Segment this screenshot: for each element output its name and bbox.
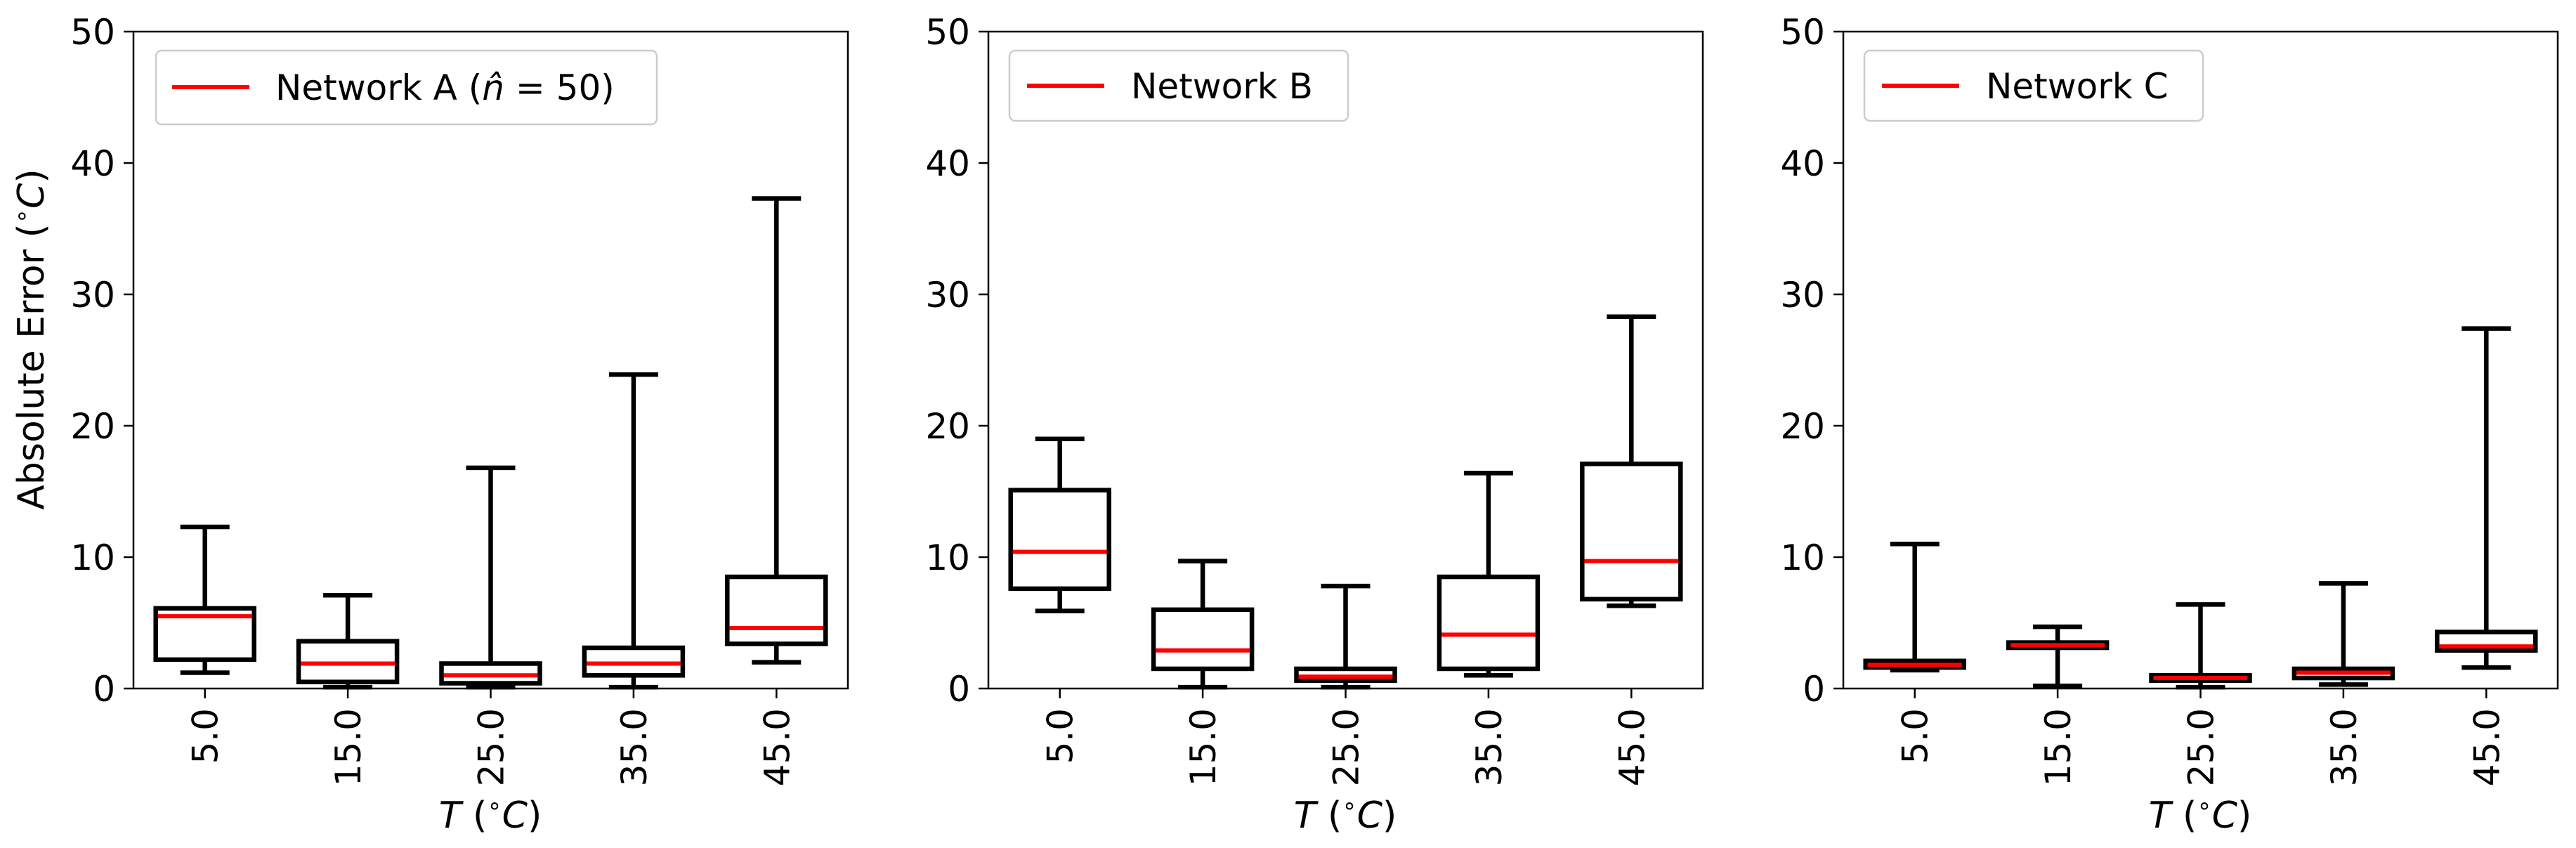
panel-network-c: 0 10 20 30 40 50 5.0 15.0 25.0 35.0 45.0 T (∘C) N… bbox=[1780, 12, 2559, 837]
y-tick-label: 40 bbox=[70, 143, 115, 184]
box-15.0 bbox=[1151, 559, 1255, 690]
x-tick-label: 45.0 bbox=[2466, 708, 2507, 786]
y-tick-label: 20 bbox=[70, 406, 115, 447]
x-tick-label: 35.0 bbox=[614, 708, 655, 786]
box-25.0 bbox=[1294, 583, 1397, 690]
x-tick-label: 25.0 bbox=[1326, 708, 1367, 786]
iqr-box bbox=[582, 645, 686, 678]
y-tick-label: 30 bbox=[1780, 275, 1825, 315]
iqr-box bbox=[1863, 658, 1966, 670]
iqr-box bbox=[1437, 574, 1541, 672]
iqr-box bbox=[2149, 673, 2252, 684]
legend: Network B bbox=[1008, 49, 1349, 122]
box-15.0 bbox=[2006, 624, 2110, 689]
box-25.0 bbox=[439, 465, 542, 690]
box-15.0 bbox=[296, 592, 400, 690]
box-5.0 bbox=[1863, 542, 1966, 673]
iqr-box bbox=[1008, 488, 1111, 592]
iqr-box bbox=[1580, 461, 1683, 602]
y-tick-label: 20 bbox=[925, 406, 970, 447]
legend-frame bbox=[1863, 49, 2204, 122]
panel-network-a: 0 10 20 30 40 50 5.0 15.0 25.0 35.0 45.0 T (∘C) N… bbox=[70, 12, 849, 837]
iqr-box bbox=[1151, 607, 1255, 672]
legend-frame bbox=[155, 49, 658, 126]
x-tick-label: 25.0 bbox=[2181, 708, 2222, 786]
legend-label: Network B bbox=[1131, 66, 1313, 107]
y-tick-label: 50 bbox=[1780, 12, 1825, 53]
iqr-box bbox=[2006, 640, 2110, 651]
x-tick-label: 45.0 bbox=[1611, 708, 1652, 786]
iqr-box bbox=[439, 661, 542, 686]
x-axis-label: T (∘C) bbox=[1294, 792, 1397, 837]
box-35.0 bbox=[582, 372, 686, 690]
y-tick-label: 10 bbox=[925, 537, 970, 578]
x-tick-label: 45.0 bbox=[757, 708, 797, 786]
iqr-box bbox=[1294, 666, 1397, 684]
box-5.0 bbox=[1008, 436, 1111, 613]
x-axis-label: T (∘C) bbox=[439, 792, 542, 837]
y-tick-label: 40 bbox=[1780, 143, 1825, 184]
panel-network-b: 0 10 20 30 40 50 5.0 15.0 25.0 35.0 45.0 T (∘C) N… bbox=[925, 12, 1704, 837]
x-tick-label: 5.0 bbox=[1040, 708, 1081, 764]
y-tick-label: 40 bbox=[925, 143, 970, 184]
y-tick-label: 10 bbox=[70, 537, 115, 578]
x-axis-label: T (∘C) bbox=[2149, 792, 2252, 837]
legend-label: Network C bbox=[1986, 66, 2169, 107]
legend-frame bbox=[1008, 49, 1349, 122]
legend: Network C bbox=[1863, 49, 2204, 122]
box-35.0 bbox=[2291, 581, 2395, 687]
x-tick-label: 25.0 bbox=[471, 708, 512, 786]
x-tick-label: 5.0 bbox=[185, 708, 226, 764]
y-tick-label: 50 bbox=[70, 12, 115, 53]
y-tick-label: 10 bbox=[1780, 537, 1825, 578]
iqr-box bbox=[2435, 630, 2538, 653]
x-tick-label: 15.0 bbox=[2038, 708, 2079, 786]
iqr-box bbox=[2291, 666, 2395, 681]
legend: Network A (n̂ = 50) bbox=[155, 49, 658, 126]
y-tick-label: 30 bbox=[925, 275, 970, 315]
box-45.0 bbox=[725, 196, 828, 665]
plot-frame bbox=[1842, 30, 2559, 690]
x-tick-label: 15.0 bbox=[1183, 708, 1224, 786]
y-tick-label: 30 bbox=[70, 275, 115, 315]
iqr-box bbox=[296, 639, 400, 684]
y-tick-label: 0 bbox=[1803, 669, 1825, 710]
y-tick-label: 0 bbox=[93, 669, 115, 710]
x-tick-label: 35.0 bbox=[2324, 708, 2365, 786]
box-45.0 bbox=[2435, 326, 2538, 670]
y-axis-label: Absolute Error (∘C) bbox=[8, 169, 53, 509]
iqr-box bbox=[725, 574, 828, 646]
box-25.0 bbox=[2149, 602, 2252, 690]
box-5.0 bbox=[153, 524, 256, 675]
box-45.0 bbox=[1580, 314, 1683, 608]
y-tick-label: 0 bbox=[948, 669, 970, 710]
y-tick-label: 20 bbox=[1780, 406, 1825, 447]
legend-label: Network A (n̂ = 50) bbox=[275, 67, 615, 108]
x-tick-label: 5.0 bbox=[1895, 708, 1936, 764]
x-tick-label: 15.0 bbox=[328, 708, 369, 786]
iqr-box bbox=[153, 606, 256, 663]
x-tick-label: 35.0 bbox=[1469, 708, 1510, 786]
box-35.0 bbox=[1437, 471, 1541, 678]
y-tick-label: 50 bbox=[925, 12, 970, 53]
